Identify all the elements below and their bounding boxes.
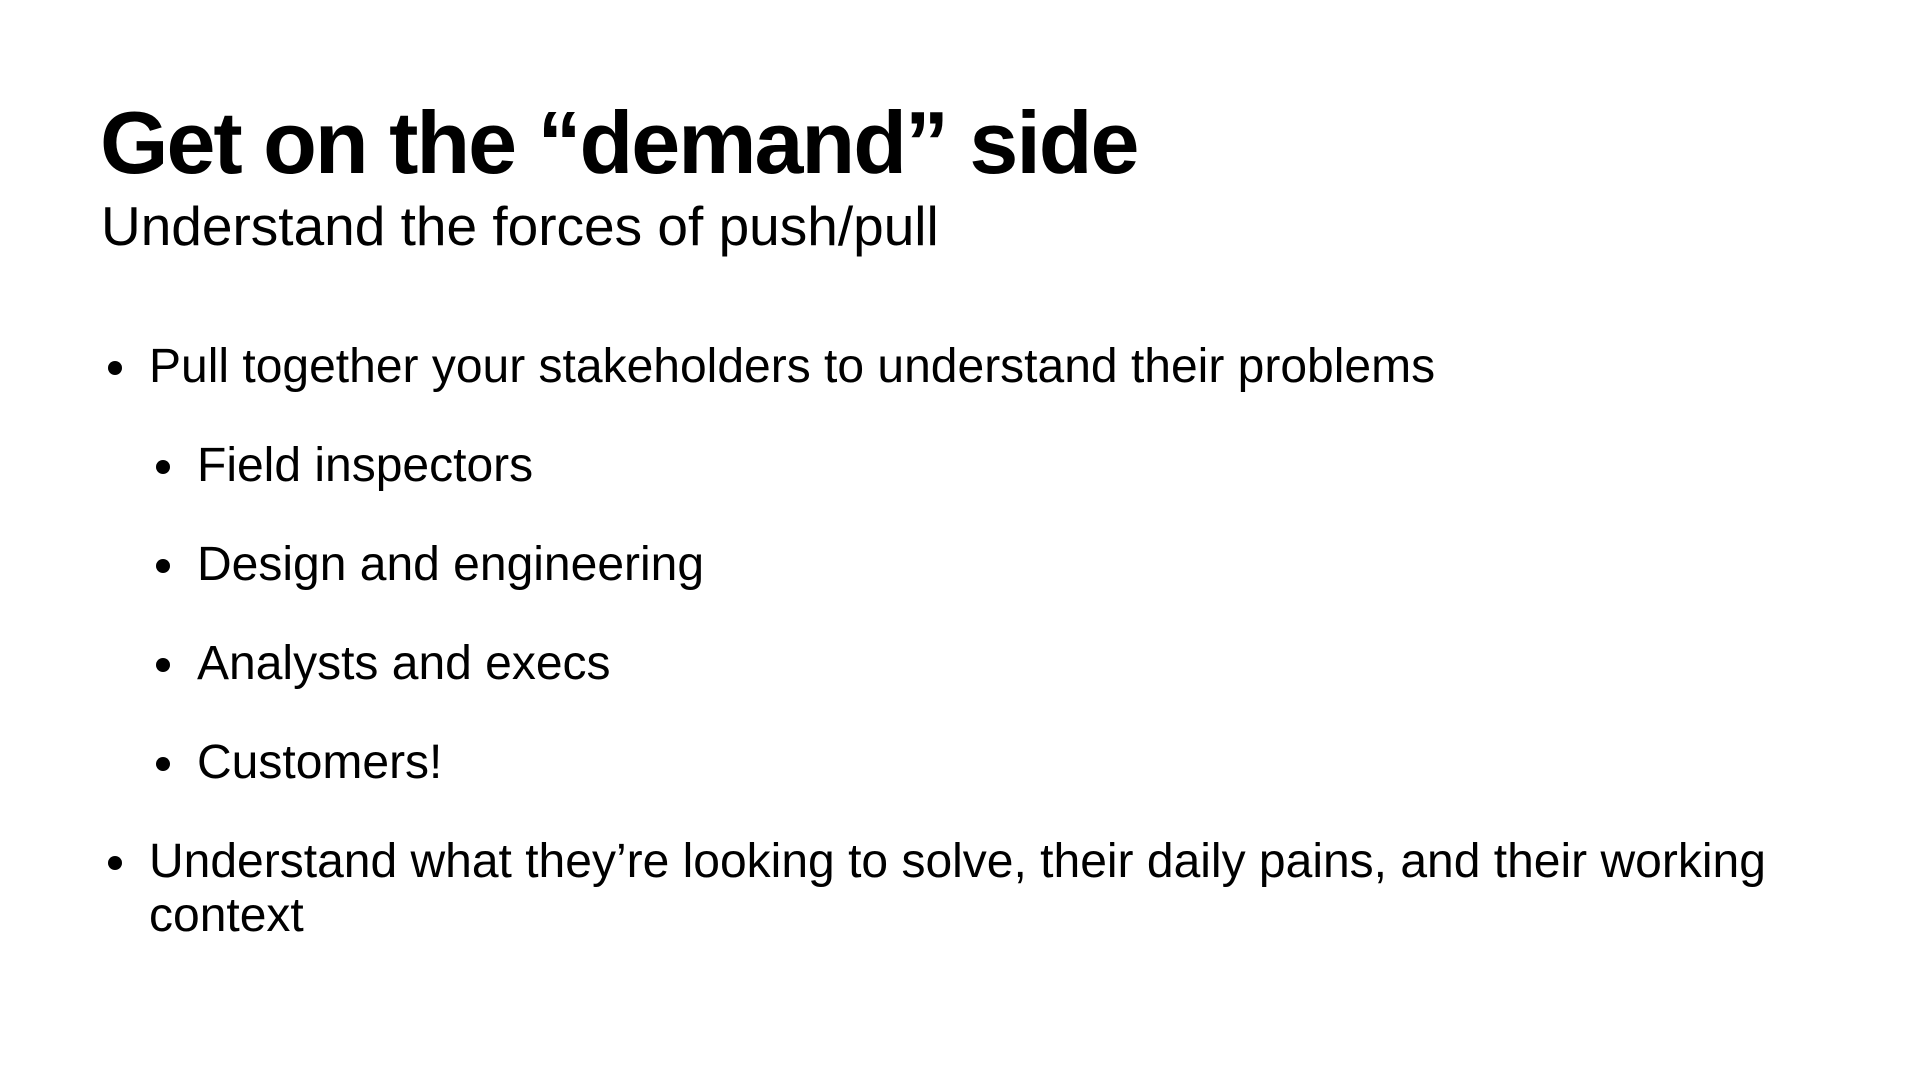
bullet-dot-icon [108, 856, 122, 870]
bullet-dot-icon [156, 460, 170, 474]
bullet-list: Pull together your stakeholders to under… [100, 340, 1800, 988]
bullet-text: Understand what they’re looking to solve… [149, 835, 1766, 942]
sub-bullet-item: Field inspectors [148, 439, 1800, 493]
bullet-text: Field inspectors [197, 439, 534, 492]
slide-title: Get on the “demand” side [100, 93, 1139, 192]
bullet-dot-icon [108, 361, 122, 375]
bullet-text: Pull together your stakeholders to under… [149, 340, 1436, 393]
bullet-dot-icon [156, 757, 170, 771]
bullet-text: Customers! [197, 736, 443, 789]
bullet-item: Pull together your stakeholders to under… [100, 340, 1800, 394]
sub-bullet-item: Analysts and execs [148, 637, 1800, 691]
slide-subtitle: Understand the forces of push/pull [101, 195, 939, 257]
bullet-item: Understand what they’re looking to solve… [100, 835, 1800, 943]
sub-bullet-item: Design and engineering [148, 538, 1800, 592]
bullet-dot-icon [156, 658, 170, 672]
sub-bullet-item: Customers! [148, 736, 1800, 790]
bullet-dot-icon [156, 559, 170, 573]
bullet-text: Design and engineering [197, 538, 705, 591]
bullet-text: Analysts and execs [197, 637, 611, 690]
